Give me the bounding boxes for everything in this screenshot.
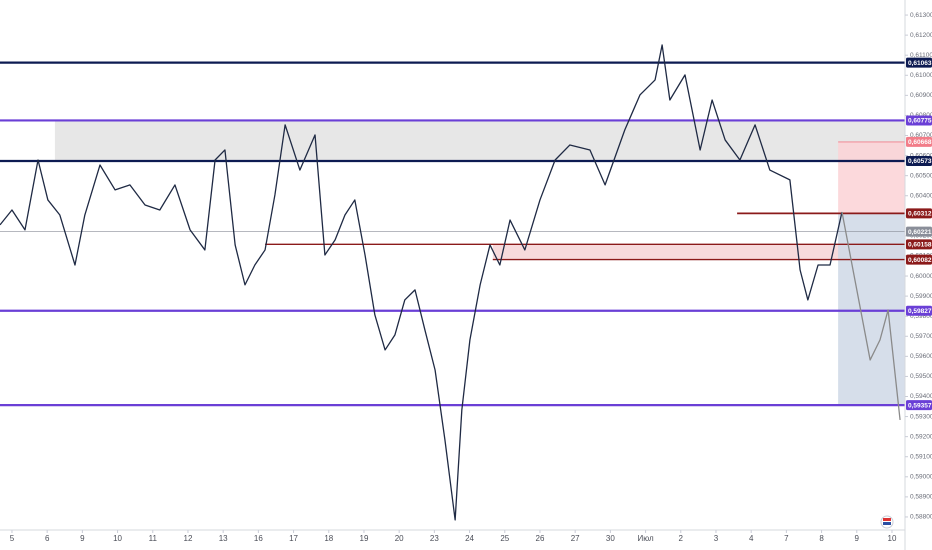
- price-tag: [906, 136, 932, 147]
- y-tick-label: 0,60400: [910, 192, 932, 199]
- x-tick-label: 19: [360, 534, 369, 543]
- y-tick-label: 0,60500: [910, 172, 932, 179]
- y-tick-label: 0,59700: [910, 333, 932, 340]
- x-tick-label: 6: [45, 534, 50, 543]
- price-tag-label: 0,59357: [908, 402, 932, 409]
- x-tick-label: 20: [395, 534, 404, 543]
- x-tick-label: 13: [219, 534, 228, 543]
- y-tick-label: 0,59300: [910, 413, 932, 420]
- price-tag-label: 0,60668: [908, 139, 932, 146]
- zone: [838, 213, 905, 406]
- zone: [54, 120, 906, 162]
- price-tag-label: 0,60312: [908, 211, 932, 218]
- y-tick-label: 0,60600: [910, 152, 932, 159]
- price-tags: 0,61063 0,60775 0,60668 0,60573 0,60312 0,602…: [906, 57, 932, 411]
- x-tick-label: 18: [324, 534, 333, 543]
- x-tick-label: 5: [10, 534, 15, 543]
- price-tag: [906, 305, 932, 316]
- x-tick-label: 24: [465, 534, 474, 543]
- y-tick-label: 0,59600: [910, 353, 932, 360]
- y-tick-label: 0,60700: [910, 132, 932, 139]
- series: [0, 44, 901, 521]
- y-tick-label: 0,60900: [910, 92, 932, 99]
- x-tick-label: 12: [184, 534, 193, 543]
- y-tick-label: 0,61000: [910, 72, 932, 79]
- x-tick-label: 17: [289, 534, 298, 543]
- x-tick-label: 9: [855, 534, 860, 543]
- price-tag: [906, 226, 932, 237]
- price-tag: [906, 400, 932, 411]
- x-tick-label: Июл: [637, 534, 654, 543]
- x-tick-label: 25: [500, 534, 509, 543]
- y-tick-label: 0,59200: [910, 433, 932, 440]
- x-tick-label: 30: [606, 534, 615, 543]
- zones: [54, 120, 906, 406]
- x-tick-label: 26: [536, 534, 545, 543]
- x-tick-label: 8: [819, 534, 824, 543]
- y-tick-label: 0,59900: [910, 293, 932, 300]
- price-tag: [906, 254, 932, 265]
- x-tick-label: 4: [749, 534, 754, 543]
- x-tick-label: 9: [80, 534, 85, 543]
- price-tag-label: 0,60573: [908, 158, 932, 165]
- price-tag: [906, 156, 932, 167]
- price-tag: [906, 208, 932, 219]
- price-tag-label: 0,61063: [908, 60, 932, 67]
- x-tick-label: 10: [113, 534, 122, 543]
- price-tag-label: 0,60082: [908, 257, 932, 264]
- x-tick-label: 11: [149, 534, 158, 543]
- price-tag: [906, 115, 932, 126]
- x-tick-label: 27: [571, 534, 580, 543]
- y-tick-label: 0,61100: [910, 52, 932, 59]
- price-tag-label: 0,60158: [908, 242, 932, 249]
- y-tick-label: 0,59800: [910, 313, 932, 320]
- price-tag-label: 0,60775: [908, 118, 932, 125]
- y-tick-label: 0,58900: [910, 494, 932, 501]
- y-tick-label: 0,61200: [910, 32, 932, 39]
- y-tick-label: 0,58800: [910, 514, 932, 521]
- y-tick-label: 0,59400: [910, 393, 932, 400]
- zone: [492, 244, 905, 260]
- zone: [838, 141, 905, 214]
- x-tick-label: 7: [784, 534, 789, 543]
- price-tag: [906, 239, 932, 250]
- y-tick-label: 0,59000: [910, 474, 932, 481]
- y-tick-label: 0,60000: [910, 273, 932, 280]
- x-tick-label: 10: [888, 534, 897, 543]
- price-tag: [906, 57, 932, 68]
- price-line: [0, 44, 843, 521]
- logo-icon: [880, 515, 894, 529]
- x-tick-label: 3: [714, 534, 719, 543]
- levels: [0, 61, 905, 407]
- price-tag-label: 0,60221: [908, 229, 932, 236]
- y-tick-label: 0,59500: [910, 373, 932, 380]
- x-tick-label: 23: [430, 534, 439, 543]
- price-tag-label: 0,59827: [908, 308, 932, 315]
- y-tick-label: 0,59100: [910, 453, 932, 460]
- price-line: [841, 211, 901, 421]
- x-tick-label: 2: [679, 534, 684, 543]
- y-tick-label: 0,61300: [910, 12, 932, 19]
- x-tick-label: 16: [254, 534, 263, 543]
